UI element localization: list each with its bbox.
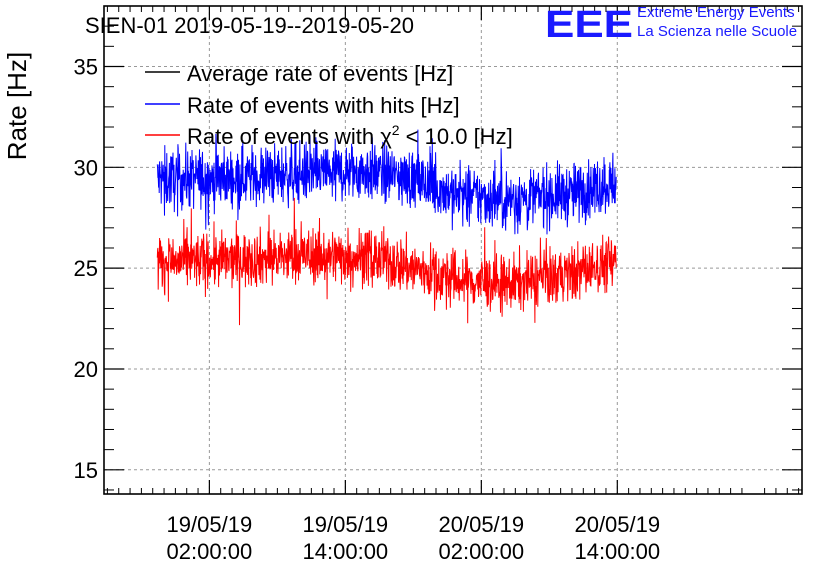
- y-tick-labels: 15 20 25 30 35: [74, 54, 98, 482]
- series-layer: [156, 129, 617, 326]
- x-tick-label-date: 20/05/19: [439, 512, 525, 537]
- y-tick-label: 25: [74, 256, 98, 281]
- x-tick-label-date: 19/05/19: [167, 512, 253, 537]
- eee-logo-line1: Extreme Energy Events: [637, 4, 795, 21]
- legend-label-chi2-rest: < 10.0 [Hz]: [400, 124, 513, 149]
- y-axis-label: Rate [Hz]: [2, 52, 32, 160]
- eee-logo-line2: La Scienza nelle Scuole: [637, 23, 798, 40]
- chart-title: SIEN-01 2019-05-19--2019-05-20: [85, 13, 414, 38]
- x-tick-label-time: 02:00:00: [167, 539, 253, 564]
- legend: Average rate of events [Hz] Rate of even…: [145, 61, 513, 149]
- axis-ticks: [104, 5, 802, 494]
- legend-label-chi2-main: Rate of events with χ: [187, 124, 392, 149]
- eee-logo-mark: EEE: [545, 5, 633, 41]
- y-tick-label: 35: [74, 54, 98, 79]
- y-tick-label: 20: [74, 357, 98, 382]
- legend-label-chi2: Rate of events with χ2 < 10.0 [Hz]: [187, 122, 513, 149]
- x-tick-label-time: 14:00:00: [574, 539, 660, 564]
- series-line-1: [156, 129, 617, 235]
- legend-label-average: Average rate of events [Hz]: [187, 61, 453, 86]
- x-tick-label-time: 14:00:00: [303, 539, 389, 564]
- x-tick-label-time: 02:00:00: [439, 539, 525, 564]
- y-tick-label: 30: [74, 155, 98, 180]
- x-tick-labels: 19/05/1902:00:0019/05/1914:00:0020/05/19…: [167, 512, 661, 564]
- y-tick-label: 15: [74, 458, 98, 483]
- x-tick-label-date: 20/05/19: [574, 512, 660, 537]
- plot-frame: [103, 5, 803, 495]
- series-line-2: [156, 197, 617, 326]
- eee-logo-mark-text: EEE: [545, 5, 633, 41]
- legend-label-hits: Rate of events with hits [Hz]: [187, 93, 460, 118]
- x-tick-label-date: 19/05/19: [303, 512, 389, 537]
- legend-label-chi2-superscript: 2: [392, 122, 400, 138]
